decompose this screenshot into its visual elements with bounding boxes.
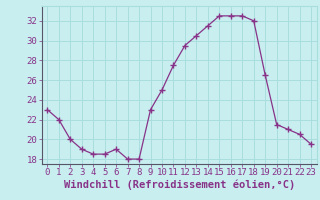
- X-axis label: Windchill (Refroidissement éolien,°C): Windchill (Refroidissement éolien,°C): [64, 180, 295, 190]
